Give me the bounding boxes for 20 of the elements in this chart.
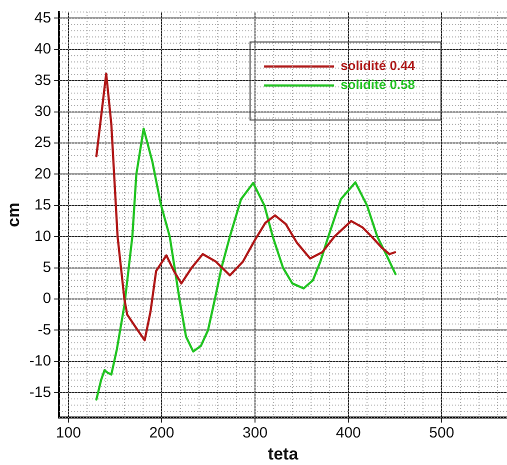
y-tick-label: 40 [34, 40, 52, 58]
y-tick-label: -10 [29, 352, 52, 370]
y-tick-label: 10 [34, 228, 52, 245]
y-tick-label: 15 [34, 196, 52, 214]
x-tick-label: 100 [56, 424, 81, 442]
x-tick-label: 400 [336, 424, 361, 442]
x-tick-label: 500 [429, 424, 454, 442]
y-tick-label: 0 [42, 290, 52, 308]
y-tick-label: 35 [34, 72, 52, 89]
y-tick-label: 25 [34, 134, 52, 152]
y-tick-label: 45 [34, 9, 52, 26]
x-tick-label: 300 [242, 424, 268, 442]
y-tick-label: 30 [34, 102, 52, 120]
y-axis-title: cm [4, 202, 23, 228]
y-tick-label: 20 [34, 165, 52, 182]
y-tick-label: -5 [38, 321, 52, 338]
y-tick-label: 5 [42, 258, 52, 276]
x-axis-title: teta [268, 444, 299, 464]
x-tick-label: 200 [149, 424, 174, 442]
y-tick-label: -15 [29, 384, 52, 401]
